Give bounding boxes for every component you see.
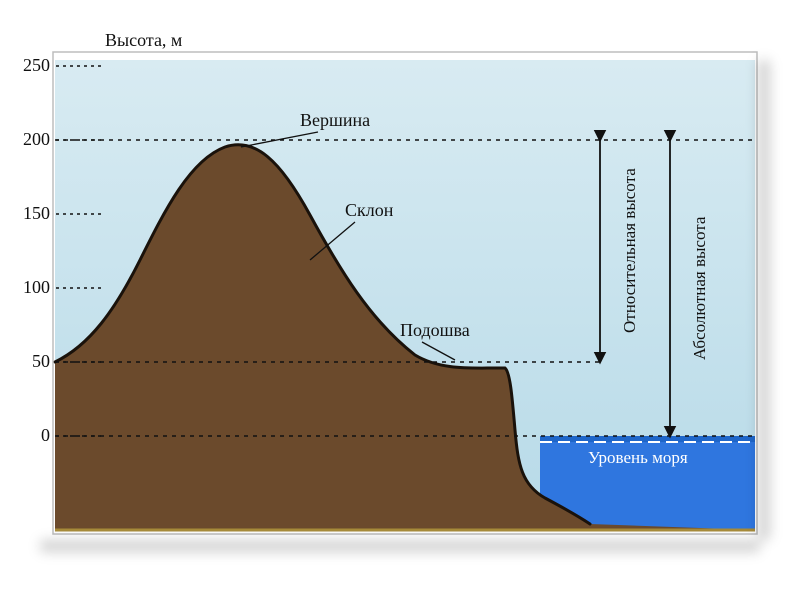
foot-label: Подошва	[400, 320, 470, 341]
y-tick-label: 100	[10, 277, 50, 298]
axis-title: Высота, м	[105, 30, 182, 51]
sea-level-label: Уровень моря	[588, 448, 688, 468]
frame-shadow	[40, 540, 760, 552]
frame-shadow	[758, 60, 770, 540]
y-tick-label: 50	[10, 351, 50, 372]
diagram-svg	[0, 0, 800, 600]
y-tick-label: 150	[10, 203, 50, 224]
relative-height-arrow-label: Относительная высота	[620, 140, 640, 362]
peak-label: Вершина	[300, 110, 370, 131]
y-tick-label: 200	[10, 129, 50, 150]
slope-label: Склон	[345, 200, 393, 221]
y-tick-label: 250	[10, 55, 50, 76]
y-tick-label: 0	[10, 425, 50, 446]
absolute-height-arrow-label: Абсолютная высота	[690, 140, 710, 436]
